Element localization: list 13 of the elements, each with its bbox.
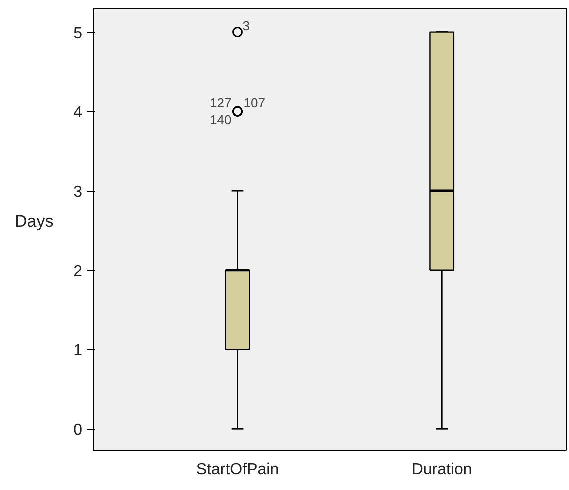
y-axis-title: Days — [15, 211, 54, 233]
annotation: 127 — [210, 96, 232, 111]
annotation: 107 — [244, 96, 266, 111]
y-tick-label: 1 — [74, 342, 83, 360]
x-tick-label: StartOfPain — [196, 462, 280, 478]
annotation: 140 — [210, 112, 232, 128]
x-tick-label: Duration — [412, 462, 472, 478]
y-tick-label: 0 — [74, 422, 83, 440]
y-tick-label: 2 — [74, 263, 83, 280]
y-tick-label: 3 — [74, 184, 83, 202]
y-tick-label: 5 — [74, 25, 83, 42]
y-tick-label: 4 — [74, 104, 83, 122]
annotation: 3 — [242, 18, 250, 34]
